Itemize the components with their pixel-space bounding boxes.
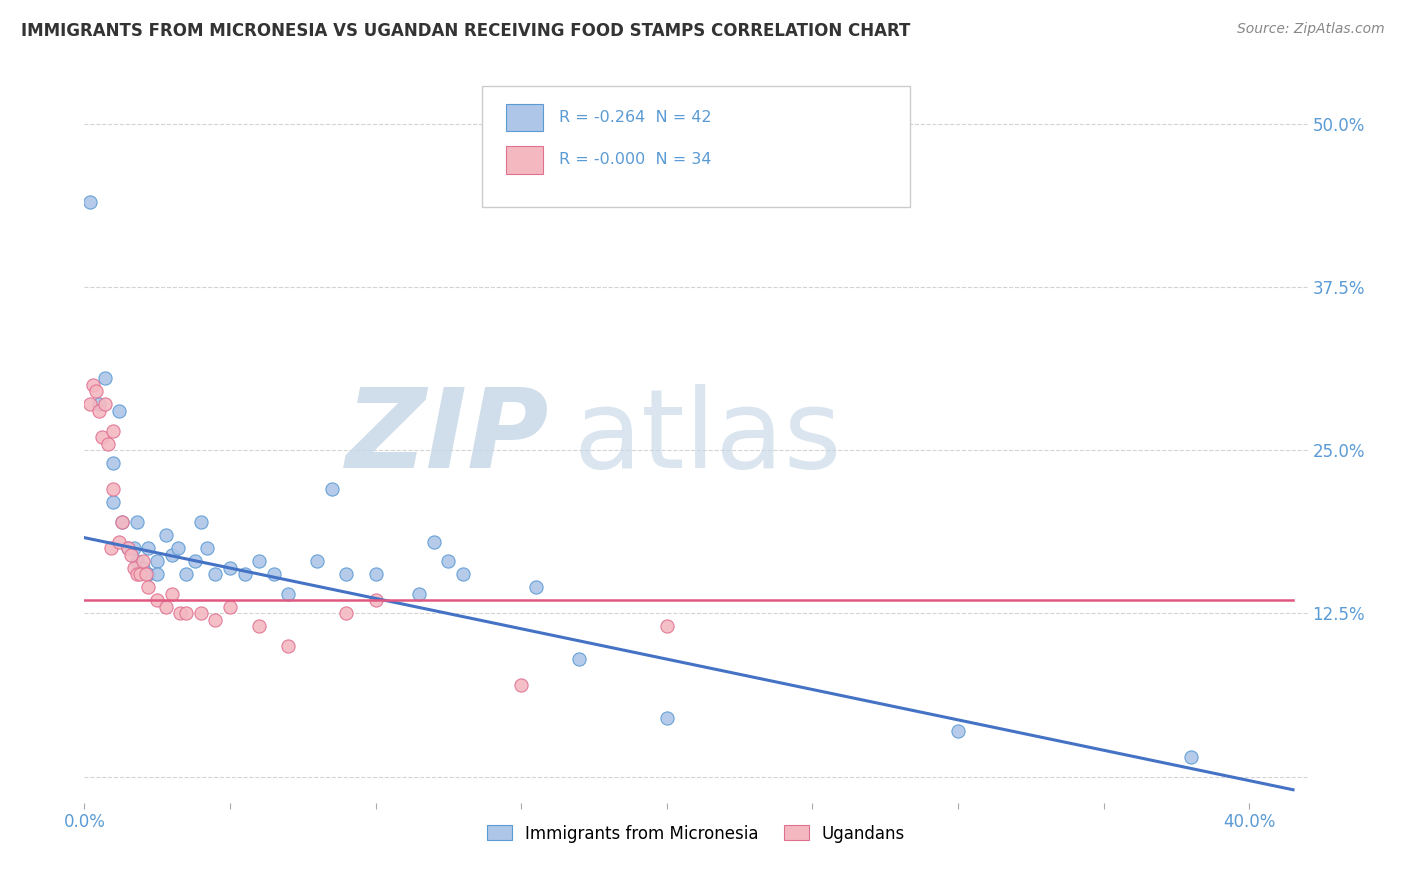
Point bbox=[335, 607, 357, 621]
Point bbox=[125, 554, 148, 568]
Point bbox=[93, 397, 115, 411]
Point bbox=[146, 593, 169, 607]
Point bbox=[364, 567, 387, 582]
Point bbox=[437, 554, 460, 568]
Point bbox=[146, 554, 169, 568]
Point bbox=[166, 541, 188, 555]
Point bbox=[138, 567, 160, 582]
Point bbox=[138, 580, 160, 594]
Point bbox=[122, 560, 145, 574]
Point bbox=[103, 456, 125, 470]
Point bbox=[174, 567, 197, 582]
Point bbox=[451, 567, 474, 582]
Point bbox=[90, 430, 112, 444]
Point bbox=[108, 404, 131, 418]
Point bbox=[117, 541, 139, 555]
Point bbox=[184, 554, 207, 568]
Point bbox=[125, 515, 148, 529]
Point bbox=[146, 567, 169, 582]
Text: IMMIGRANTS FROM MICRONESIA VS UGANDAN RECEIVING FOOD STAMPS CORRELATION CHART: IMMIGRANTS FROM MICRONESIA VS UGANDAN RE… bbox=[21, 22, 911, 40]
Point bbox=[219, 560, 242, 574]
Point bbox=[169, 607, 191, 621]
Point bbox=[204, 613, 226, 627]
Point bbox=[160, 548, 183, 562]
Point bbox=[125, 567, 148, 582]
Text: Source: ZipAtlas.com: Source: ZipAtlas.com bbox=[1237, 22, 1385, 37]
Point bbox=[277, 587, 299, 601]
Point bbox=[510, 678, 533, 692]
Point bbox=[79, 397, 101, 411]
Point bbox=[160, 587, 183, 601]
Point bbox=[97, 436, 120, 450]
Point bbox=[204, 567, 226, 582]
Point bbox=[82, 377, 104, 392]
Point bbox=[100, 541, 122, 555]
Bar bbox=[506, 146, 543, 174]
Point bbox=[335, 567, 357, 582]
Point bbox=[108, 534, 131, 549]
Point bbox=[135, 567, 157, 582]
Point bbox=[946, 723, 969, 738]
Point bbox=[131, 554, 153, 568]
Point bbox=[79, 194, 101, 209]
Point bbox=[364, 593, 387, 607]
Point bbox=[524, 580, 547, 594]
Point bbox=[122, 541, 145, 555]
Point bbox=[87, 397, 110, 411]
Text: R = -0.000  N = 34: R = -0.000 N = 34 bbox=[560, 153, 711, 168]
Point bbox=[408, 587, 430, 601]
Point bbox=[138, 541, 160, 555]
Point bbox=[655, 619, 678, 633]
Point bbox=[111, 515, 134, 529]
Point bbox=[131, 560, 153, 574]
Point bbox=[103, 424, 125, 438]
Point bbox=[120, 548, 142, 562]
Point bbox=[219, 599, 242, 614]
Point bbox=[174, 607, 197, 621]
Point bbox=[103, 495, 125, 509]
Point bbox=[93, 371, 115, 385]
Point bbox=[307, 554, 329, 568]
Text: atlas: atlas bbox=[574, 384, 842, 491]
Point bbox=[233, 567, 256, 582]
Point bbox=[247, 554, 270, 568]
Point bbox=[190, 607, 212, 621]
Point bbox=[263, 567, 285, 582]
Point bbox=[117, 541, 139, 555]
Point bbox=[423, 534, 446, 549]
Point bbox=[321, 483, 343, 497]
Point bbox=[155, 528, 177, 542]
Legend: Immigrants from Micronesia, Ugandans: Immigrants from Micronesia, Ugandans bbox=[479, 818, 912, 849]
Text: ZIP: ZIP bbox=[346, 384, 550, 491]
Point bbox=[155, 599, 177, 614]
FancyBboxPatch shape bbox=[482, 86, 910, 207]
Point bbox=[84, 384, 107, 399]
Point bbox=[103, 483, 125, 497]
Bar bbox=[506, 103, 543, 131]
Point bbox=[87, 404, 110, 418]
Point bbox=[568, 652, 591, 666]
Point bbox=[277, 639, 299, 653]
Point bbox=[190, 515, 212, 529]
Point bbox=[1180, 750, 1202, 764]
Point bbox=[128, 567, 150, 582]
Point bbox=[247, 619, 270, 633]
Point bbox=[111, 515, 134, 529]
Point bbox=[655, 711, 678, 725]
Text: R = -0.264  N = 42: R = -0.264 N = 42 bbox=[560, 110, 711, 125]
Point bbox=[195, 541, 218, 555]
